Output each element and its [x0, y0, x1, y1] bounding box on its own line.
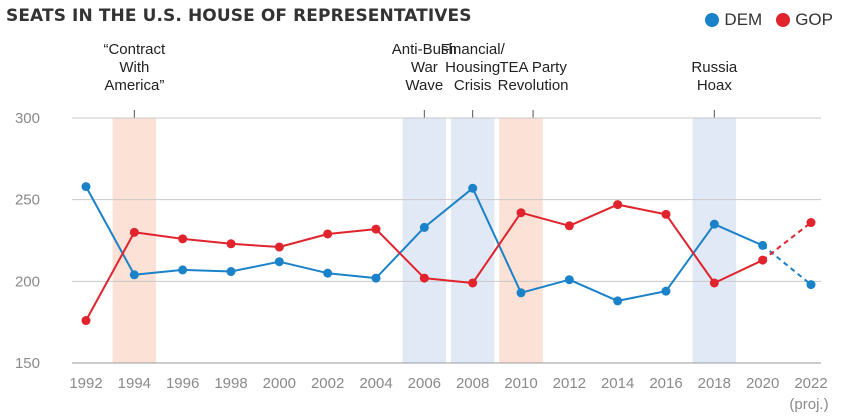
point-gop-2022: [806, 218, 816, 228]
legend: DEM GOP: [691, 10, 833, 30]
point-gop-2008: [468, 278, 478, 288]
y-tick-label-300: 300: [15, 110, 40, 127]
x-tick-label-2018: 2018: [698, 375, 731, 392]
annotation-label-1-line-0: Anti-Bush: [392, 41, 457, 58]
annotation-label-1-line-1: War: [411, 59, 438, 76]
legend-item-dem: DEM: [705, 10, 762, 30]
point-gop-2018: [709, 278, 719, 288]
x-tick-label-1998: 1998: [214, 375, 247, 392]
point-gop-2012: [564, 221, 574, 231]
point-dem-2000: [274, 257, 284, 267]
point-gop-2014: [613, 200, 623, 210]
x-tick-label-2000: 2000: [263, 375, 296, 392]
x-tick-label-2002: 2002: [311, 375, 344, 392]
point-gop-2020: [758, 255, 768, 265]
point-dem-2022: [806, 280, 816, 290]
point-gop-2000: [274, 242, 284, 252]
legend-label-gop: GOP: [795, 10, 833, 29]
point-gop-2006: [419, 273, 429, 283]
annotation-label-1-line-2: Wave: [405, 77, 443, 94]
point-gop-1998: [226, 239, 236, 249]
annotation-label-2-line-1: Housing: [445, 59, 500, 76]
legend-dot-gop: [776, 13, 791, 27]
point-gop-2016: [661, 209, 671, 219]
x-tick-label-2016: 2016: [649, 375, 682, 392]
gridlines: [72, 117, 821, 364]
annotation-label-0-line-0: “Contract: [103, 41, 166, 58]
series-projection-line-gop: [762, 221, 812, 261]
x-tick-label-2014: 2014: [601, 375, 634, 392]
x-tick-label-1994: 1994: [118, 375, 151, 392]
annotation-label-0-line-2: America”: [104, 77, 164, 94]
point-dem-1996: [178, 265, 188, 275]
point-dem-2004: [371, 273, 381, 283]
x-tick-label-2004: 2004: [359, 375, 392, 392]
x-tick-label-2012: 2012: [553, 375, 586, 392]
x-tick-label-1992: 1992: [69, 375, 102, 392]
point-dem-2018: [709, 219, 719, 229]
legend-dot-dem: [705, 13, 720, 27]
annotation-band-4: [692, 118, 737, 363]
point-dem-1992: [81, 182, 91, 192]
x-tick-label-1996: 1996: [166, 375, 199, 392]
point-dem-2008: [468, 183, 478, 193]
annotation-band-1: [402, 118, 447, 363]
point-dem-1994: [129, 270, 139, 280]
point-gop-1996: [178, 234, 188, 244]
point-dem-2006: [419, 222, 429, 232]
x-tick-label-2020: 2020: [746, 375, 779, 392]
x-tick-label-2008: 2008: [456, 375, 489, 392]
point-gop-2010: [516, 208, 526, 218]
x-axis-projection-note: (proj.): [789, 396, 828, 413]
point-dem-2016: [661, 286, 671, 296]
point-dem-2002: [323, 268, 333, 278]
point-dem-2014: [613, 296, 623, 306]
annotation-label-2-line-2: Crisis: [454, 77, 492, 94]
point-dem-2020: [758, 240, 768, 250]
annotation-label-4-line-0: Russia: [691, 59, 738, 76]
point-dem-2010: [516, 288, 526, 298]
point-gop-1992: [81, 316, 91, 326]
annotation-label-4-line-1: Hoax: [697, 77, 733, 94]
annotation-leaders: [133, 110, 715, 118]
annotation-band-2: [450, 118, 495, 363]
annotation-label-3-line-0: TEA Party: [499, 59, 567, 76]
point-dem-1998: [226, 267, 236, 277]
annotation-band-3: [499, 118, 543, 363]
annotation-bands: [112, 118, 737, 363]
y-tick-label-150: 150: [15, 355, 40, 372]
chart-title: SEATS IN THE U.S. HOUSE OF REPRESENTATIV…: [6, 6, 472, 26]
x-tick-label-2010: 2010: [504, 375, 537, 392]
legend-label-dem: DEM: [724, 10, 763, 29]
point-gop-2004: [371, 224, 381, 234]
x-axis-ticks: 1992 1994 1996 1998 2000 2002 2004 2006 2008 2010…: [69, 375, 828, 413]
annotation-label-0-line-1: With: [119, 59, 149, 76]
annotation-label-2-line-0: Financial/: [441, 41, 506, 58]
series-layer: [81, 182, 816, 326]
point-dem-2012: [564, 275, 574, 285]
series-projection-line-dem: [762, 244, 812, 286]
annotation-label-3-line-1: Revolution: [498, 77, 569, 94]
y-tick-label-250: 250: [15, 192, 40, 209]
x-tick-label-2006: 2006: [408, 375, 441, 392]
point-gop-2002: [323, 229, 333, 239]
annotation-band-0: [112, 118, 157, 363]
legend-item-gop: GOP: [776, 10, 833, 30]
x-tick-label-2022: 2022: [794, 375, 827, 392]
point-gop-1994: [129, 227, 139, 237]
y-tick-label-200: 200: [15, 273, 40, 290]
y-axis-ticks: 150 200 250 300: [15, 110, 40, 372]
